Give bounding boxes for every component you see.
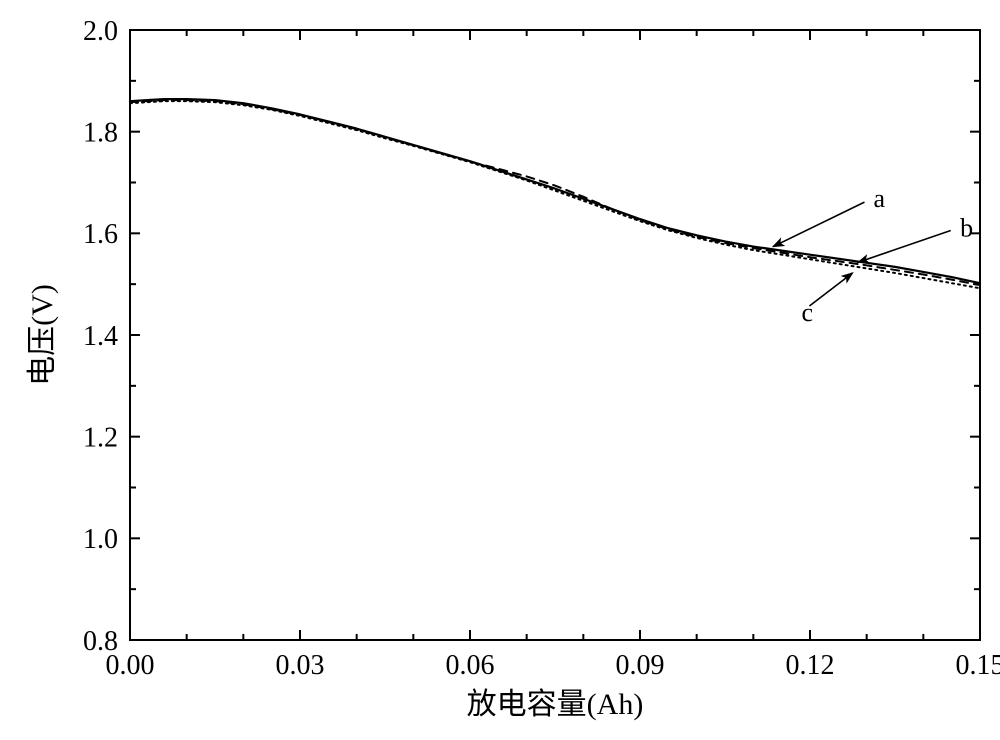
y-tick-label: 1.6	[83, 219, 118, 250]
annotation-label-c: c	[802, 298, 814, 327]
chart-bg	[0, 0, 1000, 740]
x-tick-label: 0.03	[276, 650, 325, 681]
y-tick-label: 1.8	[83, 117, 118, 148]
x-axis-label: 放电容量(Ah)	[467, 688, 644, 721]
chart-container: 0.000.030.060.090.120.15放电容量(Ah)0.81.01.…	[0, 0, 1000, 740]
y-tick-label: 1.2	[83, 422, 118, 453]
y-tick-label: 1.0	[83, 524, 118, 555]
x-tick-label: 0.15	[956, 650, 1000, 681]
annotation-label-b: b	[960, 213, 973, 242]
x-tick-label: 0.09	[616, 650, 665, 681]
annotation-label-a: a	[873, 184, 885, 213]
y-axis-label: 电压(V)	[26, 284, 59, 386]
x-tick-label: 0.06	[446, 650, 495, 681]
y-tick-label: 2.0	[83, 16, 118, 47]
y-tick-label: 1.4	[83, 321, 118, 352]
line-chart: 0.000.030.060.090.120.15放电容量(Ah)0.81.01.…	[0, 0, 1000, 740]
x-tick-label: 0.12	[786, 650, 835, 681]
y-tick-label: 0.8	[83, 626, 118, 657]
